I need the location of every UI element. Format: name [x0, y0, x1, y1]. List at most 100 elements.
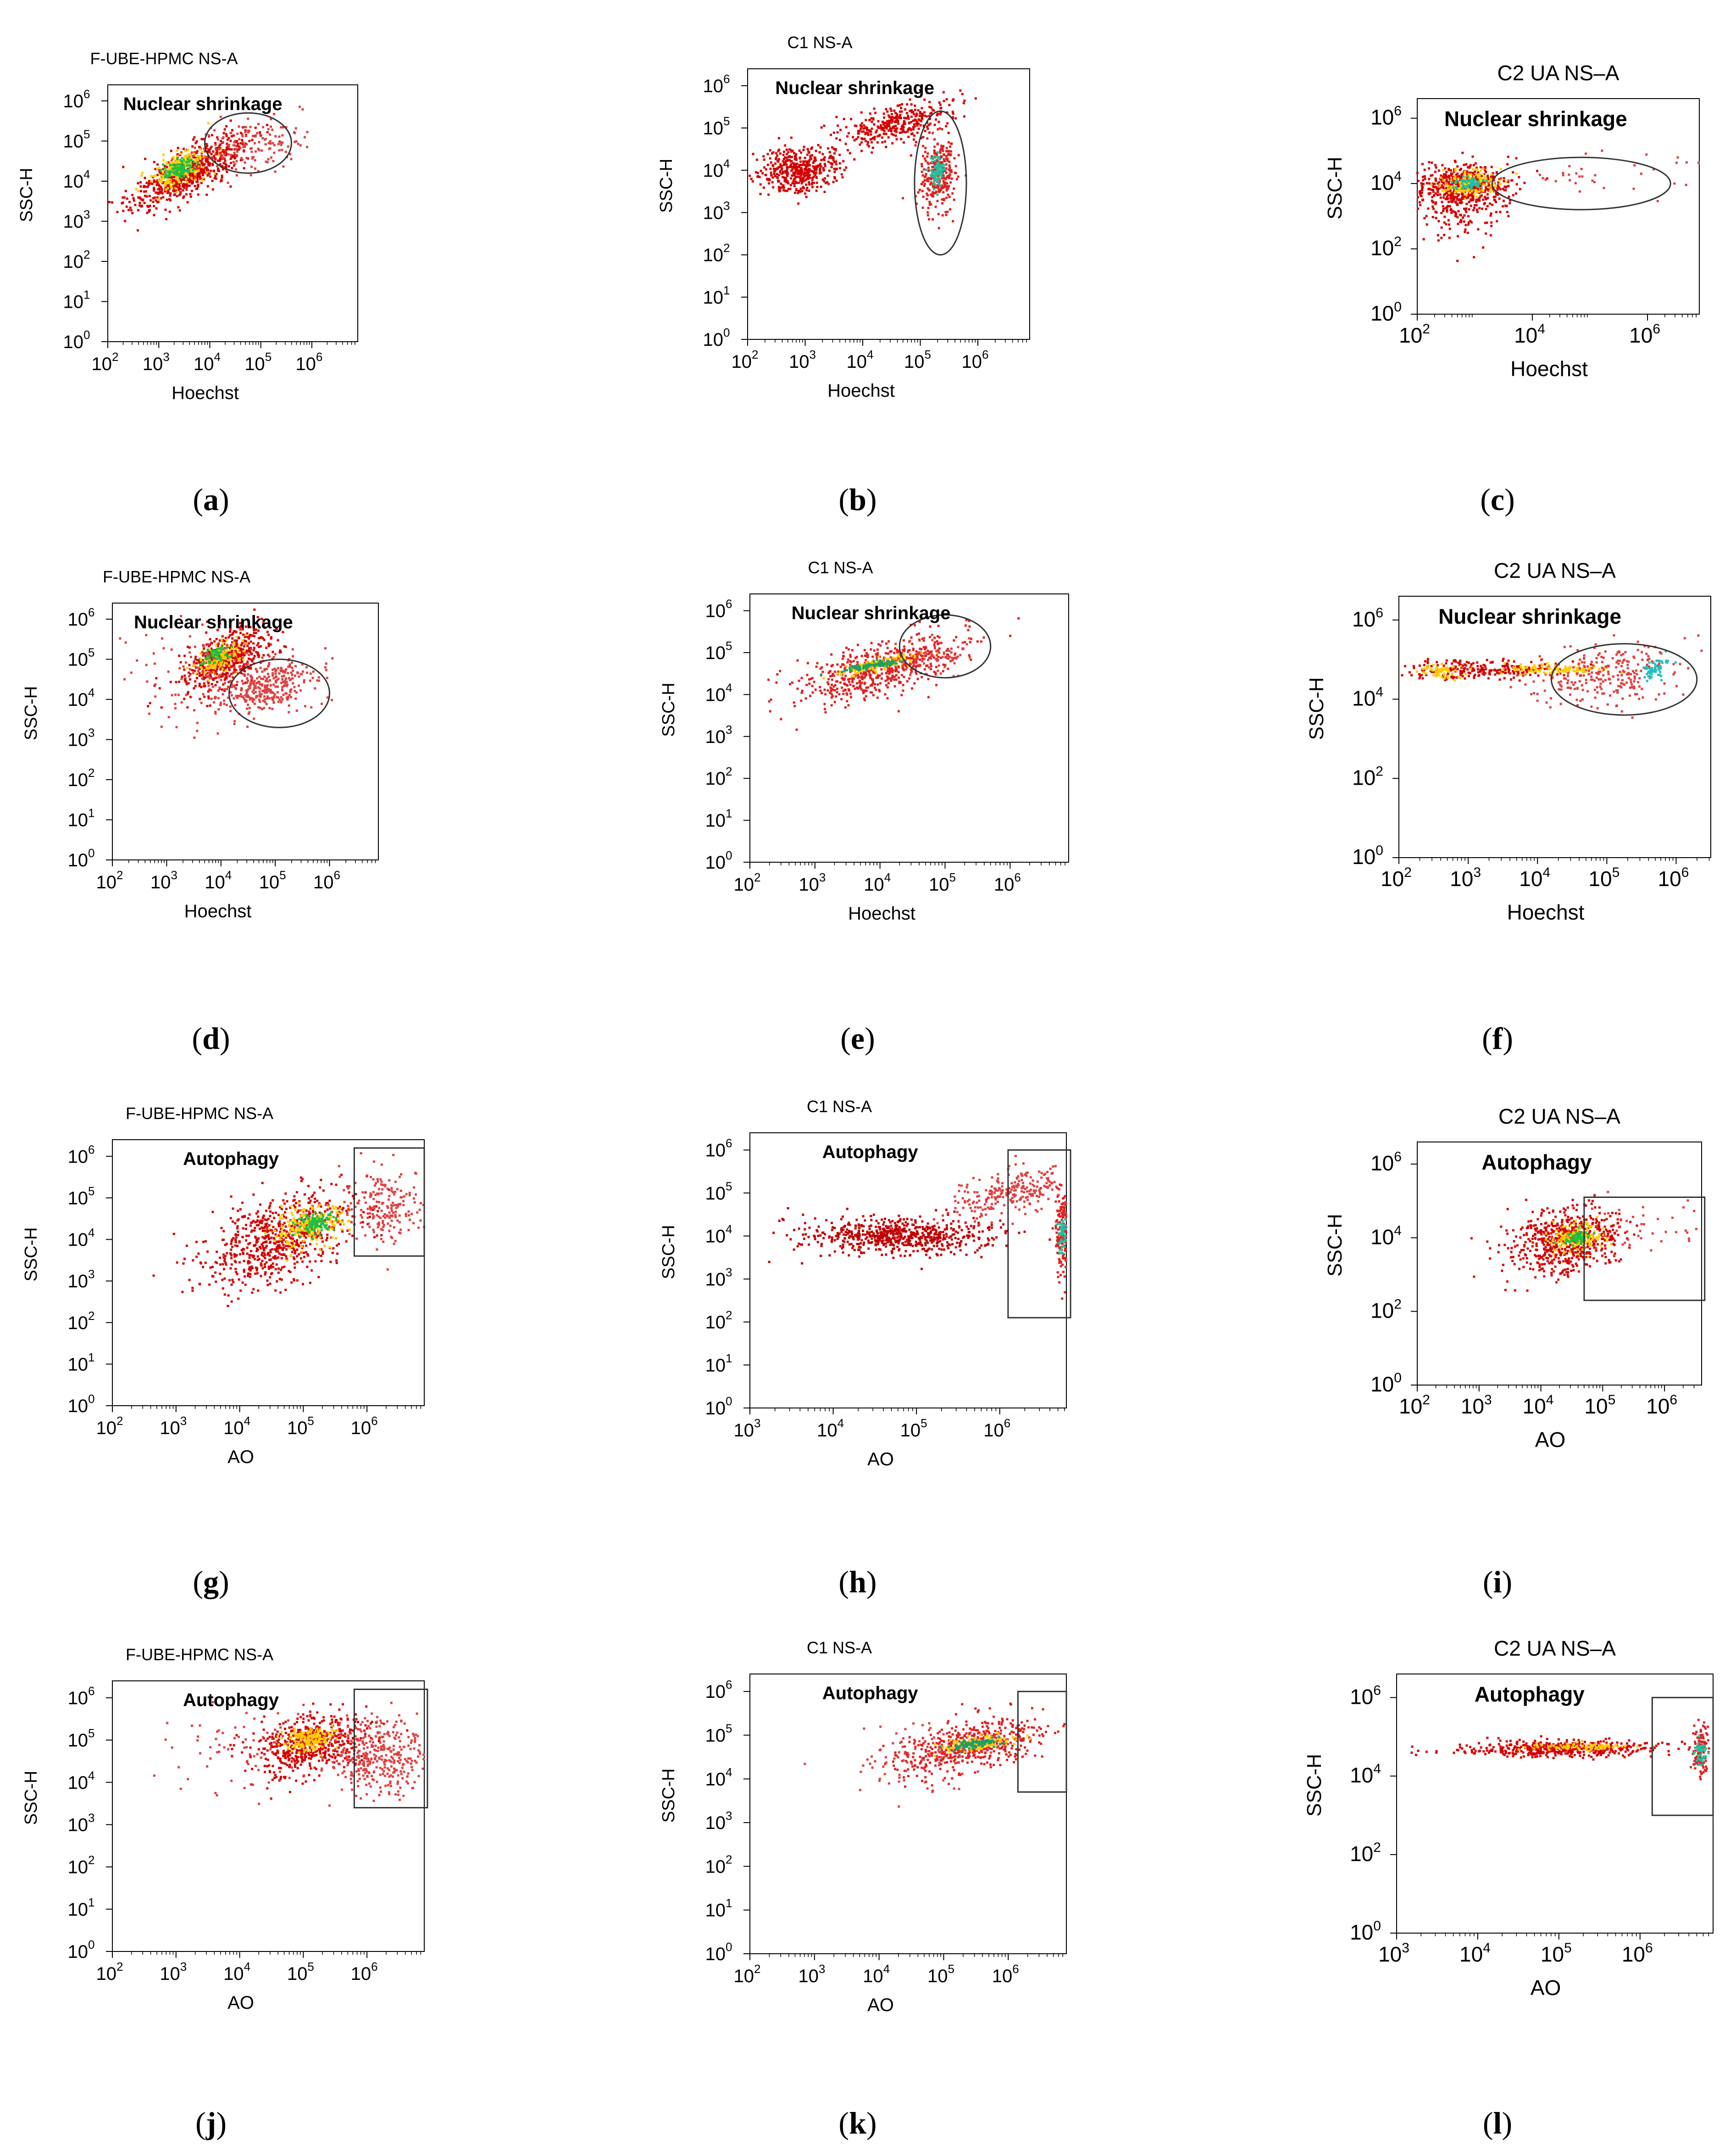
event-point [799, 160, 802, 163]
event-point [896, 659, 899, 661]
event-point [1445, 189, 1448, 192]
event-point [779, 170, 782, 172]
event-point [899, 116, 901, 119]
event-point [907, 135, 910, 138]
event-point [833, 701, 836, 704]
event-point [1453, 189, 1456, 192]
event-point [205, 194, 208, 196]
event-point [1441, 201, 1443, 204]
event-point [1454, 175, 1457, 178]
event-point [278, 135, 281, 138]
event-point [814, 688, 817, 691]
event-point [233, 657, 236, 660]
event-point [939, 161, 942, 164]
event-point [914, 144, 917, 147]
gate-ellipse[interactable] [204, 112, 292, 174]
event-point [933, 145, 936, 148]
event-point [176, 161, 178, 163]
event-points [108, 105, 309, 232]
event-point [804, 697, 807, 700]
event-point [1432, 190, 1435, 193]
event-point [268, 707, 271, 709]
event-point [871, 680, 874, 683]
event-point [1448, 227, 1451, 230]
event-point [275, 675, 277, 678]
event-point [222, 672, 224, 675]
event-point [196, 730, 199, 732]
event-point [189, 651, 191, 654]
event-point [843, 667, 846, 670]
event-point [946, 150, 949, 152]
event-point [793, 185, 796, 188]
event-point [1479, 177, 1482, 180]
event-point [174, 189, 177, 192]
event-point [922, 124, 925, 127]
event-point [1421, 176, 1424, 178]
event-point [193, 156, 195, 159]
event-point [221, 645, 223, 648]
event-point [1437, 169, 1440, 172]
event-point [180, 615, 183, 617]
gate-ellipse[interactable] [1491, 156, 1671, 211]
event-point [243, 697, 245, 699]
event-point [943, 154, 946, 156]
event-point [248, 654, 250, 656]
event-point [844, 143, 847, 145]
y-tick-label: 104 [63, 167, 90, 192]
event-point [810, 155, 812, 157]
event-point [163, 165, 166, 167]
event-point [139, 196, 141, 199]
event-point [789, 165, 792, 167]
event-point [254, 135, 257, 138]
event-point [261, 137, 264, 139]
event-point [930, 193, 932, 196]
event-point [214, 710, 217, 713]
event-point [894, 112, 897, 115]
event-point [765, 174, 767, 177]
event-point [269, 679, 272, 682]
event-point [271, 672, 274, 675]
event-point [231, 654, 233, 656]
event-point [1476, 171, 1479, 174]
event-point [161, 192, 164, 195]
event-point [297, 684, 300, 687]
y-tick-label: 103 [68, 726, 95, 750]
event-point [934, 155, 937, 158]
event-point [310, 706, 313, 709]
event-point [943, 168, 946, 171]
gate-ellipse[interactable] [228, 659, 330, 728]
event-point [214, 158, 217, 161]
event-point [183, 157, 185, 160]
event-point [847, 132, 850, 134]
gate-ellipse[interactable] [914, 110, 967, 256]
event-point [888, 116, 891, 118]
event-point [878, 134, 881, 137]
event-point [802, 180, 805, 183]
event-point [176, 167, 179, 170]
event-point [171, 161, 173, 163]
event-point [820, 159, 823, 161]
event-point [899, 104, 901, 107]
x-tick-label: 105 [244, 350, 272, 374]
event-point [1482, 246, 1485, 249]
event-point [202, 661, 205, 664]
event-point [1464, 172, 1466, 175]
event-point [982, 636, 985, 639]
event-point [933, 641, 936, 644]
event-point [874, 687, 876, 689]
event-point [178, 172, 181, 175]
event-point [270, 637, 272, 640]
event-point [269, 142, 272, 145]
event-point [888, 671, 891, 674]
event-point [286, 683, 289, 686]
event-point [1463, 185, 1465, 188]
event-point [873, 138, 876, 141]
event-point [815, 189, 818, 192]
event-point [1446, 210, 1448, 213]
event-point [896, 117, 899, 120]
event-point [207, 134, 210, 137]
event-point [190, 177, 193, 179]
event-point [924, 175, 927, 177]
event-point [940, 185, 943, 188]
event-point [802, 160, 805, 163]
